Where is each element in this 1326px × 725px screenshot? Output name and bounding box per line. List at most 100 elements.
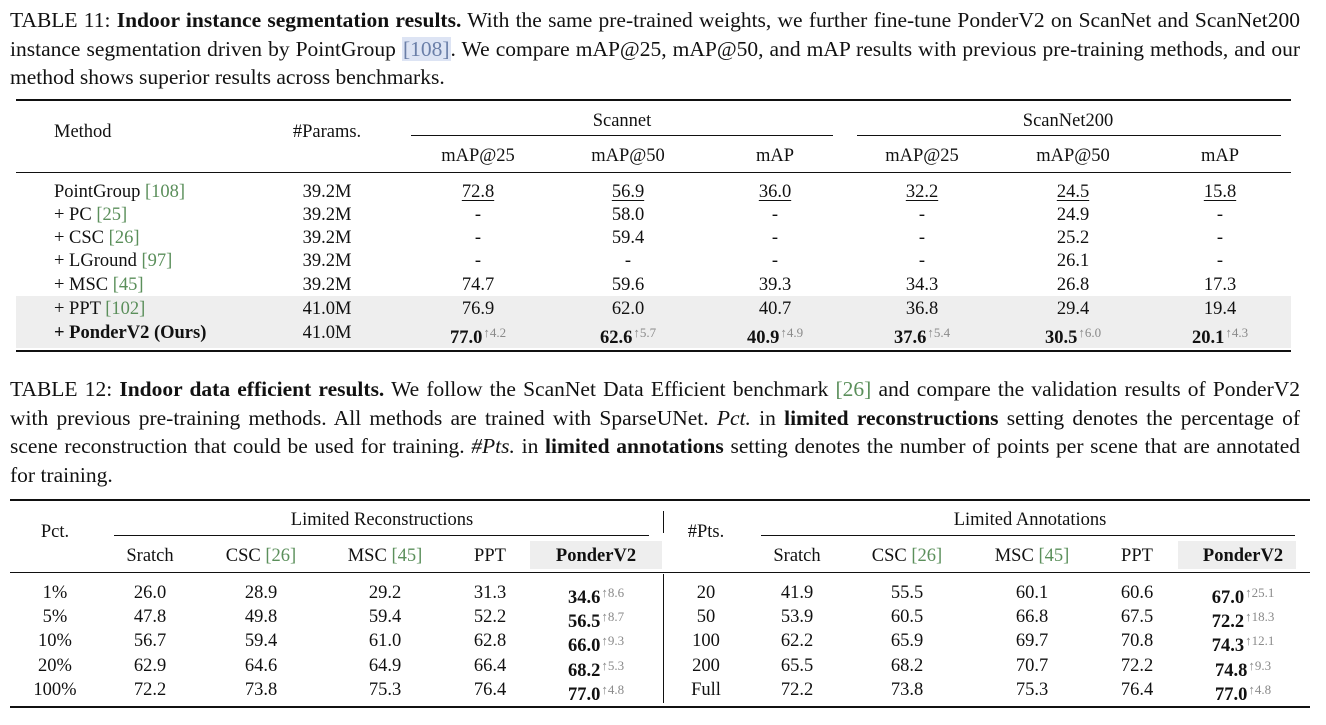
row-pct: 5%: [43, 606, 68, 628]
cell-value: 74.3: [1211, 636, 1245, 656]
cell-value: 47.8: [133, 607, 167, 627]
citation-link[interactable]: [45]: [391, 546, 423, 566]
citation-link[interactable]: [108]: [401, 36, 451, 61]
table-cell: 72.2↑18.3: [1212, 606, 1275, 633]
cell-value: + LGround: [54, 251, 142, 271]
cell-value: 56.5: [567, 612, 601, 632]
cell-value: PPT: [474, 546, 506, 566]
table-cell: 28.9: [245, 582, 277, 604]
cell-value: 15.8: [1203, 182, 1237, 202]
table-bottom-rule: [10, 706, 1310, 708]
table12-caption: TABLE 12: Indoor data efficient results.…: [10, 375, 1300, 489]
cell-value: 100: [692, 631, 720, 651]
table-cell: 37.6↑5.4: [894, 322, 950, 349]
column-header-method: MSC [45]: [348, 545, 423, 567]
table-cell: 40.9↑4.9: [747, 322, 803, 349]
cell-value: mAP: [1200, 146, 1240, 166]
table-cell: 74.3↑12.1: [1212, 630, 1275, 657]
column-header-method: PPT: [474, 545, 506, 567]
table-cell: 55.5: [891, 582, 923, 604]
cell-value: 62.8: [473, 631, 507, 651]
cell-value: 26.0: [133, 583, 167, 603]
highlight-row-bg: [16, 320, 1291, 348]
row-pts: 20: [697, 582, 716, 604]
cell-value: + PC: [54, 205, 97, 225]
table-cell: 15.8: [1204, 181, 1236, 203]
citation-link[interactable]: [26]: [835, 377, 872, 401]
column-header-metric: mAP: [756, 145, 794, 167]
cell-value: 52.2: [473, 607, 507, 627]
table-cell: -: [475, 250, 481, 272]
cell-value: 36.0: [758, 182, 792, 202]
cell-value: MSC: [347, 546, 392, 566]
citation-link[interactable]: [45]: [1038, 546, 1070, 566]
cell-value: 73.8: [890, 680, 924, 700]
table-cell: 20.1↑4.3: [1192, 322, 1248, 349]
cell-value: 74.8: [1214, 661, 1248, 681]
table-cell: 62.9: [134, 655, 166, 677]
table-cell: 77.0↑4.2: [450, 322, 506, 349]
delta-superscript: ↑9.3: [601, 633, 625, 648]
row-method: + CSC [26]: [54, 227, 139, 249]
row-params: 39.2M: [303, 204, 352, 226]
citation-link[interactable]: [26]: [265, 546, 297, 566]
citation-link[interactable]: [102]: [105, 299, 146, 319]
cell-value: 65.9: [890, 631, 924, 651]
table-cell: 39.3: [759, 274, 791, 296]
cell-value: 67.5: [1120, 607, 1154, 627]
row-method: + PC [25]: [54, 204, 127, 226]
table-cell: 25.2: [1057, 227, 1089, 249]
cell-value: + CSC: [54, 228, 109, 248]
citation-link[interactable]: [97]: [141, 251, 173, 271]
cell-value: 60.6: [1120, 583, 1154, 603]
cell-value: 77.0: [567, 685, 601, 705]
cell-value: 70.7: [1015, 656, 1049, 676]
table11-title: Indoor instance segmentation results.: [116, 8, 462, 32]
table-cell: 64.6: [245, 655, 277, 677]
table12-caption-text-2: and compare the validation results of Po…: [10, 377, 1301, 430]
column-group-scannet: Scannet: [593, 110, 652, 132]
cell-value: Full: [691, 680, 721, 700]
citation-link[interactable]: [45]: [112, 275, 144, 295]
cell-value: 200: [692, 656, 720, 676]
cell-value: 66.0: [567, 636, 601, 656]
highlight-row-bg: [530, 541, 662, 569]
citation-link[interactable]: [26]: [911, 546, 943, 566]
table-bottom-rule: [16, 350, 1291, 352]
column-header-method: Method: [54, 121, 112, 143]
table-cell: 76.4: [474, 679, 506, 701]
cell-value: mAP@25: [885, 146, 959, 166]
table-cell: 29.4: [1057, 298, 1089, 320]
cell-value: 74.7: [461, 275, 495, 295]
cell-value: 62.9: [133, 656, 167, 676]
cell-value: mAP@50: [1036, 146, 1110, 166]
cell-value: 40.9: [746, 328, 780, 348]
table-cell: 64.9: [369, 655, 401, 677]
cell-value: 70.8: [1120, 631, 1154, 651]
table-cell: 47.8: [134, 606, 166, 628]
table-cell: 40.7: [759, 298, 791, 320]
cell-value: -: [918, 228, 926, 248]
column-header-metric: mAP@50: [1036, 145, 1110, 167]
citation-link[interactable]: [25]: [96, 205, 128, 225]
table-cell: 17.3: [1204, 274, 1236, 296]
column-header-method: Sratch: [126, 545, 173, 567]
delta-superscript: ↑12.1: [1245, 633, 1275, 648]
table-top-rule: [10, 499, 1310, 501]
table-cell: 76.9: [462, 298, 494, 320]
table-cell: 62.6↑5.7: [600, 322, 656, 349]
cell-value: 24.5: [1056, 182, 1090, 202]
table-cell: 67.0↑25.1: [1212, 582, 1275, 609]
table-top-rule: [16, 99, 1291, 101]
citation-link[interactable]: [26]: [108, 228, 140, 248]
column-header-method: Sratch: [773, 545, 820, 567]
cell-value: 66.8: [1015, 607, 1049, 627]
table12-title: Indoor data efficient results.: [119, 377, 385, 401]
cell-value: + MSC: [54, 275, 113, 295]
cell-value: + PPT: [54, 299, 106, 319]
limited-reconstructions-term: limited reconstructions: [784, 405, 999, 430]
citation-link[interactable]: [108]: [144, 182, 186, 202]
cell-value: 60.1: [1015, 583, 1049, 603]
row-params: 39.2M: [303, 227, 352, 249]
table-cell: -: [1217, 204, 1223, 226]
